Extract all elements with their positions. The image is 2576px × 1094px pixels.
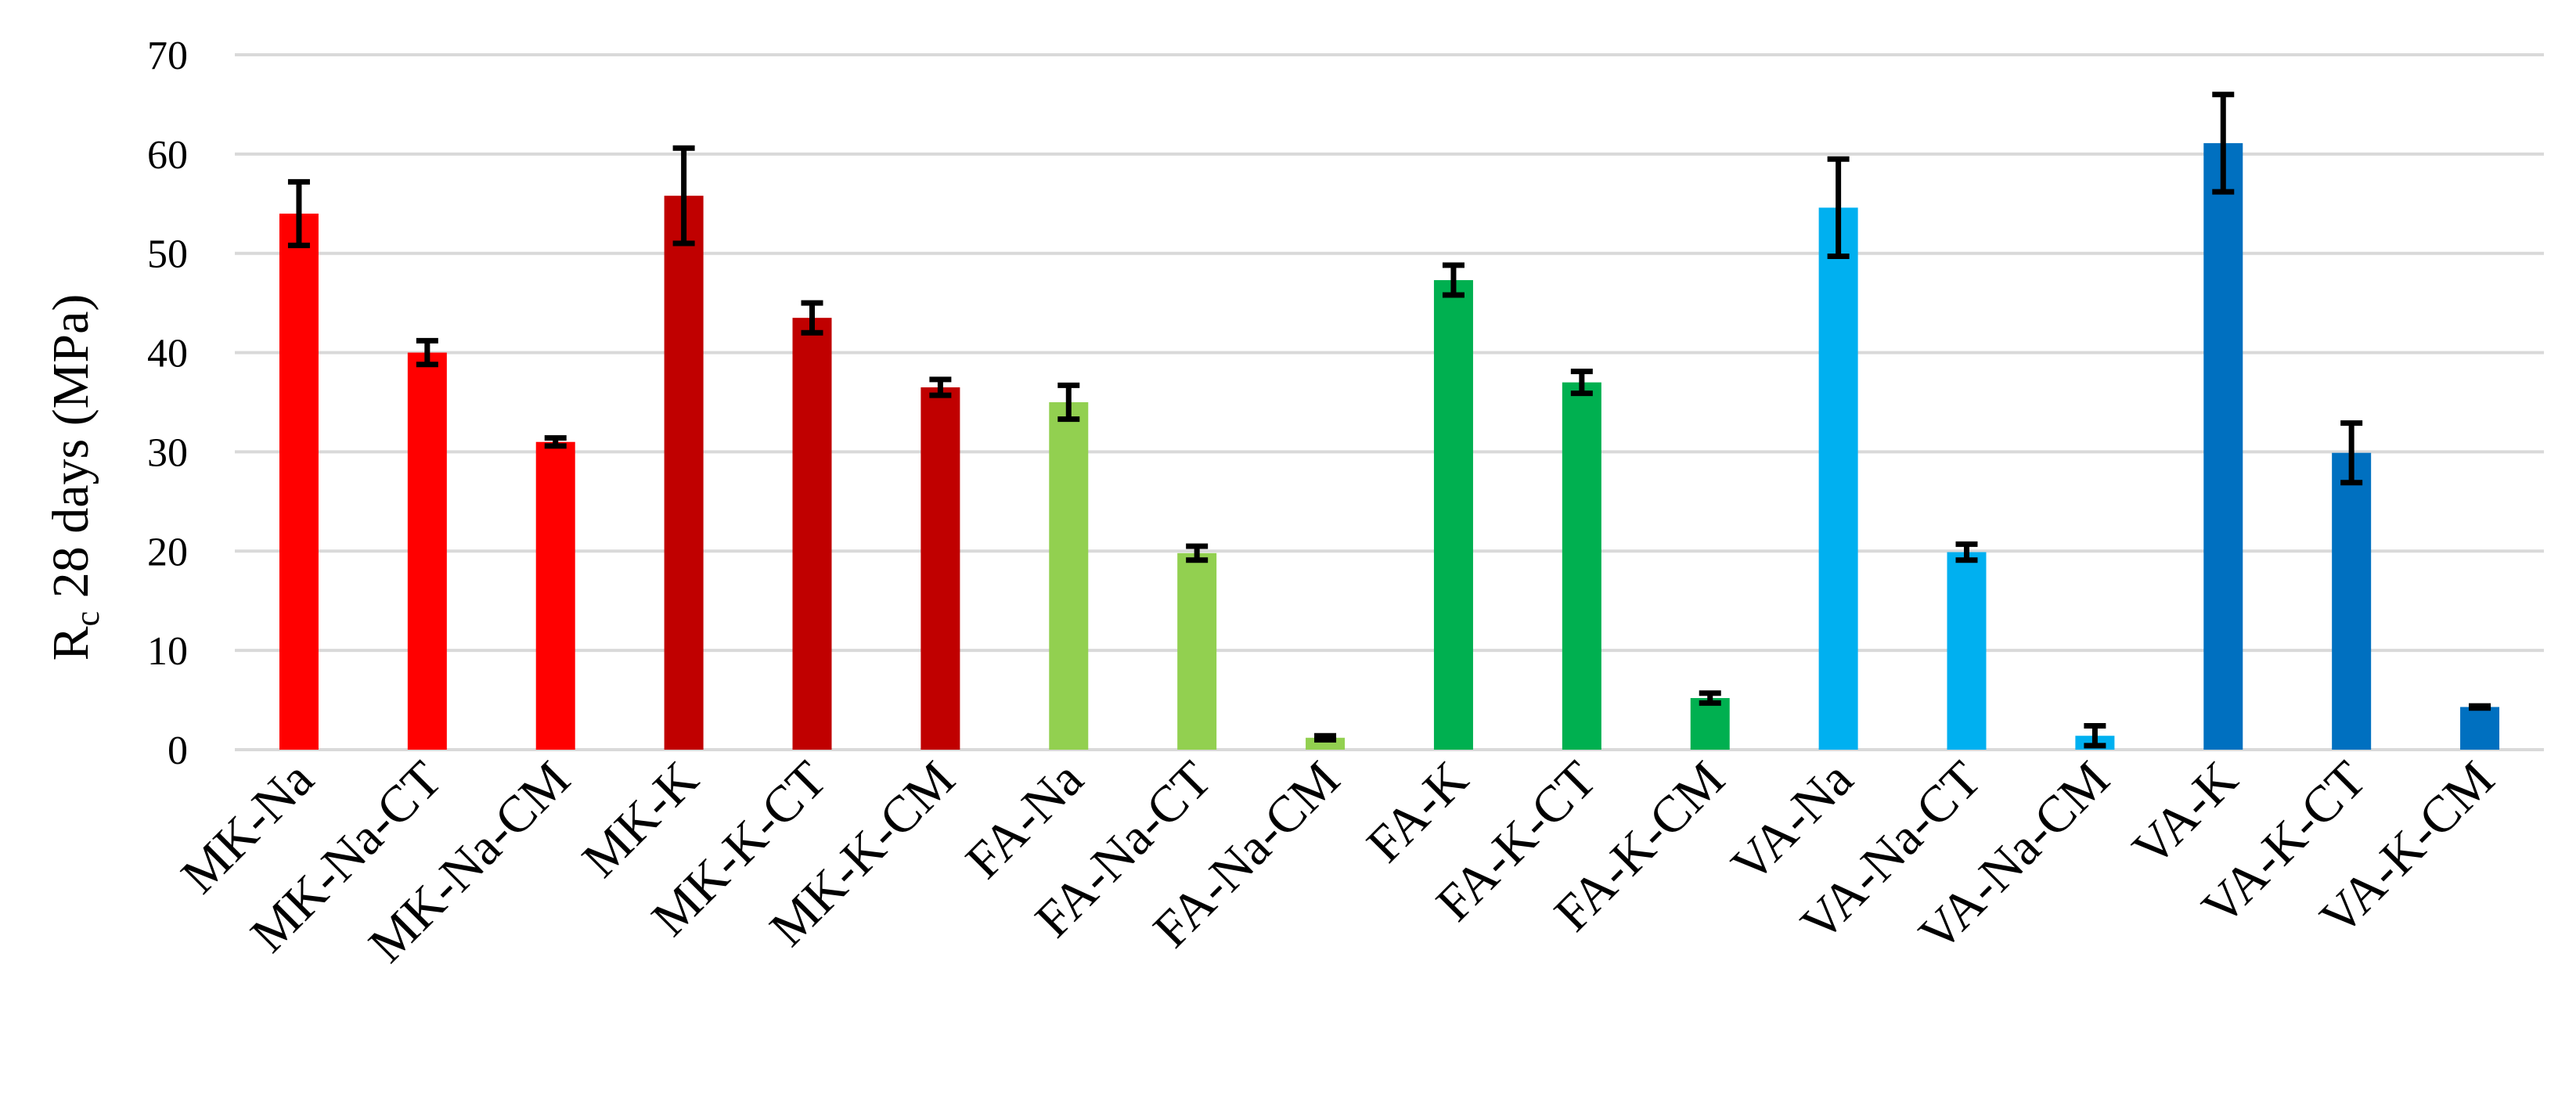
error-bar-va-k (2212, 92, 2235, 195)
bars (279, 142, 2500, 750)
bar-fa-k (1433, 279, 1473, 750)
error-bar-mk-na-ct (416, 337, 438, 368)
bar-mk-na (279, 213, 319, 750)
error-bar-mk-na-cm (544, 435, 567, 449)
bar-mk-na-ct (407, 352, 447, 750)
error-bar-mk-na (287, 178, 310, 249)
bar-va-k-cm (2460, 707, 2500, 750)
error-bar-mk-k-ct (801, 300, 823, 336)
y-tick-label: 60 (147, 133, 188, 178)
error-bar-va-k-ct (2340, 420, 2363, 486)
gridlines (235, 53, 2544, 751)
y-tick-label: 40 (147, 332, 188, 376)
bar-fa-na (1049, 402, 1089, 750)
x-category-label: FA-K (1356, 750, 1479, 873)
y-axis-title: Rc 28 days (MPa) (42, 294, 106, 661)
error-bar-fa-na (1057, 382, 1080, 423)
x-category-labels: MK-NaMK-Na-CTMK-Na-CMMK-KMK-K-CTMK-K-CMF… (171, 750, 2506, 973)
bar-va-na (1818, 207, 1858, 750)
y-tick-label: 20 (147, 530, 188, 574)
y-tick-label: 0 (168, 729, 188, 773)
bar-mk-k (664, 196, 704, 750)
bar-mk-k-cm (921, 387, 960, 750)
error-bars (287, 92, 2491, 749)
y-tick-label: 10 (147, 629, 188, 674)
bar-va-na-ct (1947, 552, 1987, 750)
bar-va-k (2203, 142, 2243, 750)
bar-va-k-ct (2332, 452, 2372, 750)
y-tick-label: 50 (147, 232, 188, 277)
y-tick-label: 30 (147, 430, 188, 475)
error-bar-mk-k-cm (929, 376, 952, 398)
error-bar-va-na (1827, 156, 1850, 260)
error-bar-fa-k-cm (1699, 690, 1721, 706)
y-axis-title-subscript: c (68, 611, 106, 627)
bar-fa-k-ct (1562, 382, 1601, 750)
y-tick-label: 70 (147, 34, 188, 78)
error-bar-fa-na-ct (1186, 543, 1209, 563)
error-bar-fa-na-cm (1314, 732, 1337, 743)
error-bar-va-na-ct (1955, 541, 1978, 563)
error-bar-fa-k (1442, 262, 1465, 298)
y-axis-title-main: R (42, 626, 99, 660)
error-bar-fa-k-ct (1570, 369, 1593, 397)
y-axis-title-rest: 28 days (MPa) (42, 294, 99, 611)
bar-fa-k-cm (1690, 698, 1730, 750)
bar-mk-k-ct (792, 318, 832, 750)
error-bar-mk-k (672, 145, 695, 247)
y-tick-labels: 0 10 20 30 40 50 60 70 (147, 34, 188, 773)
bar-mk-na-cm (535, 441, 575, 750)
error-bar-va-na-cm (2084, 723, 2106, 749)
bar-fa-na-ct (1177, 552, 1217, 750)
error-bar-va-k-cm (2469, 703, 2491, 711)
